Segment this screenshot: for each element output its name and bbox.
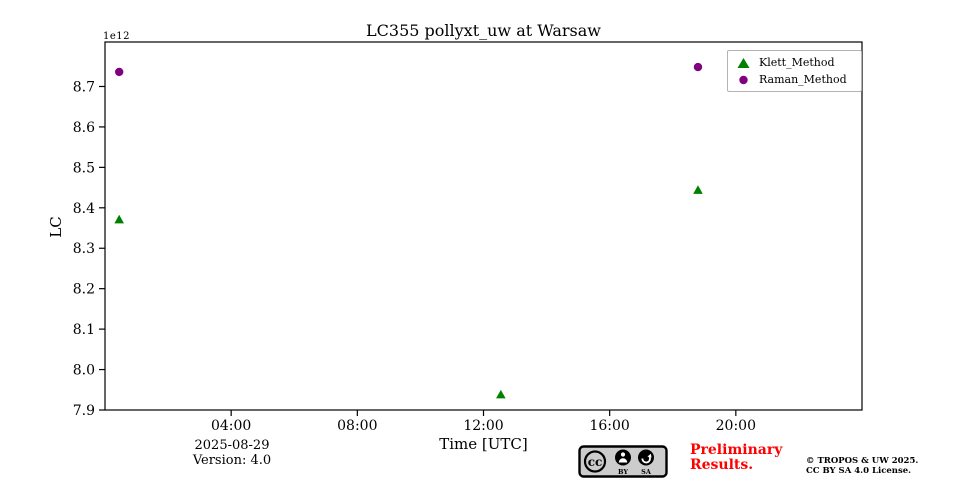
- preliminary-line1: Preliminary: [690, 442, 783, 458]
- svg-text:8.4: 8.4: [73, 201, 95, 217]
- preliminary-note: Preliminary Results.: [690, 443, 782, 473]
- svg-text:8.1: 8.1: [73, 322, 95, 338]
- cc-logo-icon: cc: [583, 450, 607, 473]
- copyright-note: © TROPOS & UW 2025. CC BY SA 4.0 License…: [806, 456, 918, 476]
- cc-by-sa-badge-icon: cc BY SA: [578, 445, 668, 478]
- cc-by-sa-badge: cc BY SA: [578, 445, 668, 480]
- svg-text:7.9: 7.9: [73, 403, 95, 419]
- svg-text:BY: BY: [618, 468, 628, 476]
- svg-text:SA: SA: [641, 468, 652, 476]
- svg-text:8.2: 8.2: [73, 282, 95, 298]
- legend-label-klett: Klett_Method: [759, 56, 835, 69]
- copyright-line1: © TROPOS & UW 2025.: [806, 456, 919, 466]
- svg-text:8.5: 8.5: [73, 160, 95, 176]
- legend: Klett_Method Raman_Method: [727, 50, 862, 92]
- svg-text:8.3: 8.3: [73, 241, 95, 257]
- svg-text:08:00: 08:00: [337, 418, 377, 434]
- cc-by-person-icon: BY: [615, 449, 631, 476]
- svg-text:16:00: 16:00: [589, 418, 629, 434]
- chart-title: LC355 pollyxt_uw at Warsaw: [366, 21, 601, 40]
- svg-text:8.6: 8.6: [73, 120, 95, 136]
- x-axis-label: Time [UTC]: [439, 435, 528, 453]
- legend-label-raman: Raman_Method: [759, 73, 847, 86]
- svg-text:cc: cc: [588, 455, 603, 469]
- triangle-marker-icon: [737, 58, 750, 68]
- svg-text:8.7: 8.7: [73, 79, 95, 95]
- date-version-note: 2025-08-29 Version: 4.0: [157, 438, 307, 468]
- svg-text:8.0: 8.0: [73, 363, 95, 379]
- svg-text:04:00: 04:00: [211, 418, 251, 434]
- circle-marker-icon: [739, 75, 748, 85]
- y-axis-offset-label: 1e12: [103, 31, 131, 42]
- svg-text:20:00: 20:00: [716, 418, 756, 434]
- y-axis-label: LC: [47, 216, 65, 238]
- copyright-line2: CC BY SA 4.0 License.: [806, 466, 912, 476]
- cc-sa-arrow-icon: SA: [638, 449, 654, 476]
- preliminary-line2: Results.: [690, 457, 754, 473]
- svg-text:12:00: 12:00: [463, 418, 503, 434]
- legend-item-klett: Klett_Method: [736, 57, 853, 69]
- date-label: 2025-08-29: [194, 438, 270, 453]
- legend-item-raman: Raman_Method: [736, 74, 853, 86]
- version-label: Version: 4.0: [192, 452, 272, 468]
